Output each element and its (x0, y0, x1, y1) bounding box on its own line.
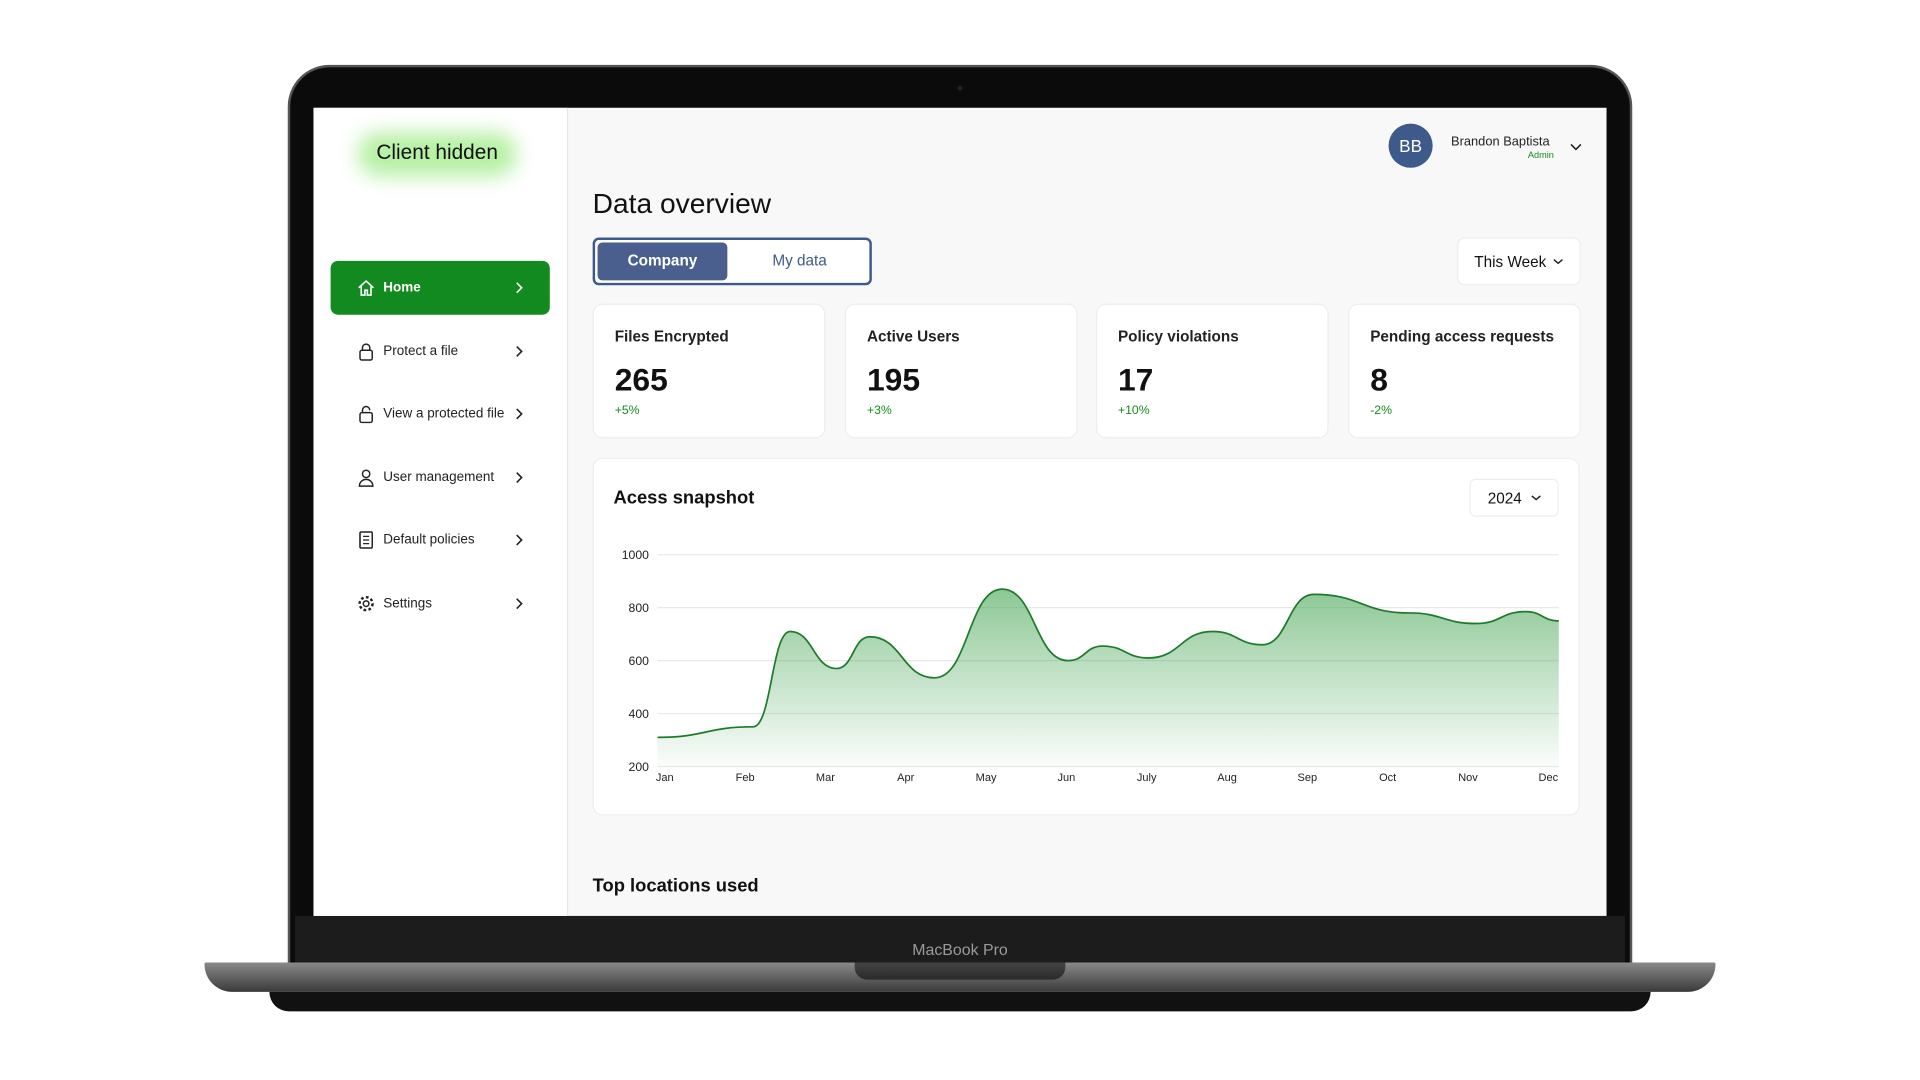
nav-label: Settings (383, 596, 432, 612)
user-name: Brandon Baptista (1451, 134, 1550, 150)
bezel-strip (295, 915, 1625, 963)
area-fill (657, 589, 1559, 767)
stat-card: Active Users 195 +3% (844, 303, 1078, 439)
nav-item[interactable]: View a protected file (331, 387, 550, 441)
x-tick-label: Jun (1058, 772, 1076, 784)
nav-label: User management (383, 470, 495, 485)
nav-item[interactable]: User management (331, 451, 550, 505)
x-tick-label: Jan (656, 772, 674, 784)
stat-change: +5% (614, 404, 640, 418)
stat-title: Pending access requests (1370, 328, 1554, 346)
section-title: Top locations used (592, 875, 759, 897)
device-label: MacBook Pro (912, 940, 1008, 959)
x-tick-label: May (976, 772, 997, 784)
period-label: This Week (1474, 253, 1547, 271)
stat-value: 8 (1370, 361, 1388, 398)
nav-chevron (516, 408, 523, 420)
x-tick-label: Dec (1539, 772, 1559, 784)
stat-value: 17 (1117, 361, 1154, 398)
base-notch (854, 962, 1066, 980)
avatar[interactable]: BB (1388, 123, 1433, 168)
stat-card: Pending access requests 8 -2% (1348, 303, 1581, 439)
nav-item[interactable]: Default policies (331, 513, 550, 567)
logo: Client hidden (376, 140, 498, 165)
x-tick-label: Sep (1298, 772, 1318, 784)
nav-icon (358, 469, 374, 487)
stat-title: Files Encrypted (614, 328, 729, 346)
screen: Client hidden Home Protect a file View a p… (313, 107, 1607, 916)
tab-company[interactable]: Company (597, 242, 728, 281)
x-tick-label: Mar (816, 772, 835, 784)
area-line (657, 588, 1559, 739)
nav-chevron (516, 345, 523, 357)
logo-glow (357, 132, 517, 177)
nav-icon (359, 343, 373, 361)
sidebar: Client hidden Home Protect a file View a p… (313, 107, 569, 916)
stat-title: Policy violations (1117, 328, 1239, 346)
x-tick-label: Feb (736, 772, 755, 784)
user-menu-chevron[interactable] (1570, 142, 1582, 152)
nav-chevron (516, 534, 523, 546)
nav-item[interactable]: Home (330, 260, 550, 315)
laptop-feet (269, 991, 1651, 1012)
stat-change: +10% (1117, 404, 1150, 418)
x-tick-label: Oct (1379, 772, 1396, 784)
nav-label: Home (383, 280, 421, 296)
chart-title: Acess snapshot (613, 487, 755, 509)
nav-icon (358, 279, 375, 296)
area-chart: 200 400 600 800 1000 Jan Feb Mar Apr May Jun July Au… (622, 548, 1559, 784)
x-tick-label: Apr (897, 772, 914, 784)
page-title: Data overview (592, 187, 772, 220)
nav-chevron (516, 598, 523, 610)
nav-icon (359, 405, 373, 424)
stat-value: 265 (614, 361, 668, 398)
user-role: Admin (1527, 149, 1554, 161)
period-chevron (1553, 259, 1563, 265)
stat-card: Files Encrypted 265 +5% (592, 303, 826, 439)
stat-card: Policy violations 17 +10% (1095, 303, 1329, 439)
nav-label: Protect a file (383, 344, 459, 359)
stat-change: +3% (866, 404, 892, 418)
x-tick-label: Nov (1458, 772, 1478, 784)
y-tick-label: 400 (629, 707, 650, 721)
nav-item[interactable]: Protect a file (331, 324, 550, 378)
nav-chevron (516, 282, 523, 294)
camera (957, 85, 963, 91)
y-tick-label: 200 (629, 760, 650, 774)
y-tick-label: 1000 (622, 548, 649, 562)
year-label: 2024 (1487, 489, 1522, 507)
nav-chevron (516, 472, 523, 484)
x-tick-label: Aug (1217, 772, 1237, 784)
nav-label: View a protected file (383, 406, 505, 422)
stat-title: Active Users (866, 328, 960, 346)
nav-icon (359, 531, 373, 549)
x-tick-label: July (1137, 772, 1157, 784)
nav-icon (358, 595, 374, 612)
nav-item[interactable]: Settings (331, 577, 550, 631)
stat-change: -2% (1370, 404, 1392, 418)
y-tick-label: 800 (629, 601, 650, 615)
year-dropdown[interactable] (1469, 478, 1559, 517)
tab-my-data[interactable]: My data (772, 252, 827, 270)
nav-label: Default policies (383, 532, 475, 548)
year-chevron (1531, 495, 1541, 501)
y-tick-label: 600 (629, 654, 650, 668)
stat-value: 195 (866, 361, 921, 398)
